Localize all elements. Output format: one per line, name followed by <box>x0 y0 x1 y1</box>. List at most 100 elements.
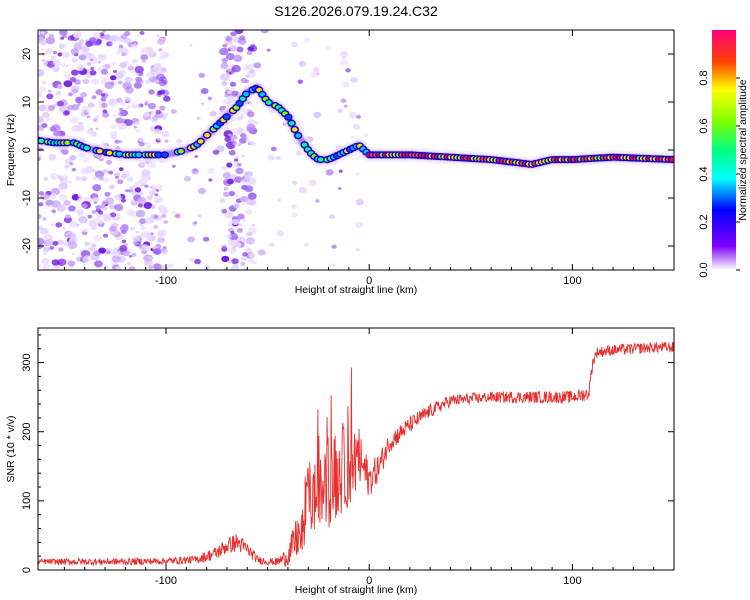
noise-speckle <box>232 142 238 146</box>
noise-speckle <box>254 121 259 125</box>
noise-speckle <box>340 60 348 66</box>
noise-speckle <box>157 229 167 237</box>
noise-speckle <box>92 184 102 192</box>
noise-speckle <box>260 30 269 34</box>
noise-speckle <box>95 208 102 213</box>
noise-speckle <box>64 165 69 169</box>
ridge-mark <box>288 121 295 126</box>
noise-speckle <box>156 34 160 38</box>
noise-speckle <box>229 81 236 87</box>
noise-speckle <box>91 169 97 173</box>
noise-speckle <box>134 187 142 193</box>
noise-speckle <box>153 66 158 71</box>
noise-speckle <box>87 214 93 219</box>
noise-speckle <box>97 60 102 64</box>
noise-speckle <box>56 100 64 107</box>
noise-speckle <box>98 175 105 181</box>
noise-speckle <box>326 46 331 50</box>
noise-speckle <box>246 138 251 143</box>
noise-speckle <box>130 43 138 49</box>
noise-speckle <box>111 261 118 266</box>
ridge-mark <box>38 138 45 144</box>
noise-speckle <box>110 75 117 81</box>
noise-speckle <box>296 150 302 156</box>
noise-speckle <box>241 154 246 158</box>
noise-speckle <box>161 248 166 251</box>
noise-speckle <box>71 167 77 172</box>
noise-speckle <box>235 167 244 175</box>
noise-speckle <box>137 137 144 143</box>
noise-speckle <box>246 63 255 71</box>
noise-speckle <box>225 234 232 239</box>
noise-speckle <box>38 91 44 98</box>
noise-speckle <box>276 230 284 237</box>
noise-speckle <box>148 89 155 95</box>
noise-speckle <box>57 239 64 245</box>
noise-speckle <box>248 193 257 200</box>
noise-speckle <box>161 130 170 138</box>
noise-speckle <box>84 241 90 246</box>
noise-speckle <box>230 264 240 270</box>
noise-speckle <box>50 173 60 180</box>
noise-speckle <box>200 88 209 95</box>
noise-speckle <box>63 71 70 77</box>
noise-speckle <box>44 48 53 55</box>
noise-speckle <box>119 245 128 252</box>
noise-speckle <box>67 241 78 249</box>
noise-speckle <box>141 225 145 228</box>
ridge-mark <box>155 152 162 157</box>
noise-speckle <box>93 201 98 205</box>
noise-speckle <box>57 52 63 57</box>
noise-speckle <box>51 124 61 132</box>
colorbar-tick-label: 0.4 <box>698 166 710 181</box>
noise-speckle <box>159 105 166 111</box>
noise-speckle <box>221 244 227 249</box>
noise-speckle <box>297 79 303 84</box>
noise-speckle <box>249 141 256 146</box>
noise-speckle <box>355 172 360 176</box>
noise-speckle <box>119 107 123 111</box>
ridge-mark <box>292 127 298 132</box>
noise-speckle <box>69 155 77 161</box>
noise-speckle <box>126 261 132 266</box>
noise-speckle <box>38 104 47 112</box>
noise-speckle <box>227 90 232 95</box>
noise-speckle <box>176 138 183 144</box>
ridge-mark <box>318 157 324 162</box>
noise-speckle <box>224 93 229 98</box>
noise-speckle <box>111 255 121 263</box>
noise-speckle <box>231 218 240 226</box>
noise-speckle <box>234 158 239 162</box>
noise-speckle <box>337 108 343 113</box>
noise-speckle <box>102 30 107 33</box>
noise-speckle <box>121 223 129 230</box>
noise-speckle <box>221 209 227 214</box>
noise-speckle <box>130 103 138 109</box>
noise-speckle <box>119 140 123 143</box>
noise-speckle <box>128 266 136 270</box>
noise-speckle <box>90 66 95 70</box>
noise-speckle <box>127 65 134 71</box>
noise-speckle <box>193 221 198 225</box>
noise-speckle <box>91 243 97 248</box>
noise-speckle <box>111 265 121 270</box>
noise-speckle <box>244 171 249 175</box>
noise-speckle <box>67 260 76 267</box>
noise-speckle <box>102 213 108 218</box>
noise-speckle <box>67 92 74 97</box>
noise-speckle <box>117 80 123 85</box>
noise-speckle <box>48 105 55 111</box>
noise-speckle <box>224 126 230 131</box>
ridge-mark <box>285 115 292 120</box>
noise-speckle <box>155 73 166 82</box>
noise-speckle <box>42 264 50 270</box>
snr-y-tick-label: 100 <box>21 492 33 510</box>
noise-speckle <box>45 116 51 121</box>
noise-speckle <box>342 81 350 88</box>
noise-speckle <box>78 39 85 44</box>
noise-speckle <box>233 54 243 63</box>
noise-speckle <box>150 232 154 236</box>
noise-speckle <box>38 116 44 124</box>
noise-speckle <box>67 180 73 185</box>
noise-speckle <box>98 247 106 254</box>
